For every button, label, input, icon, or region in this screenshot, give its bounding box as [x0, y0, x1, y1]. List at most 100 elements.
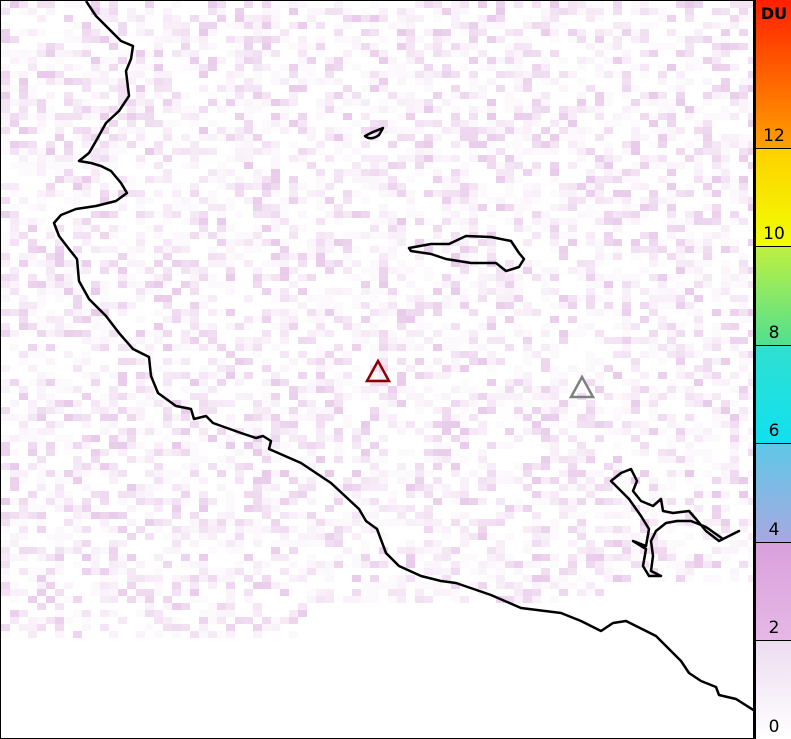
- so2-pixel: [397, 575, 406, 582]
- so2-pixel: [703, 239, 712, 246]
- so2-pixel: [559, 330, 568, 337]
- so2-pixel: [19, 85, 28, 92]
- so2-pixel: [208, 176, 217, 183]
- so2-pixel: [613, 246, 622, 253]
- so2-pixel: [451, 211, 460, 218]
- so2-pixel: [505, 120, 514, 127]
- so2-pixel: [82, 337, 91, 344]
- so2-pixel: [622, 316, 631, 323]
- so2-pixel: [190, 204, 199, 211]
- so2-pixel: [631, 29, 640, 36]
- so2-pixel: [658, 239, 667, 246]
- so2-pixel: [505, 169, 514, 176]
- so2-pixel: [730, 428, 739, 435]
- so2-pixel: [244, 617, 253, 624]
- so2-pixel: [622, 204, 631, 211]
- so2-pixel: [676, 239, 685, 246]
- so2-pixel: [559, 512, 568, 519]
- so2-pixel: [379, 302, 388, 309]
- so2-pixel: [676, 295, 685, 302]
- so2-pixel: [82, 554, 91, 561]
- so2-pixel: [595, 386, 604, 393]
- so2-pixel: [640, 505, 649, 512]
- so2-pixel: [451, 421, 460, 428]
- so2-pixel: [478, 561, 487, 568]
- so2-pixel: [721, 274, 730, 281]
- so2-pixel: [235, 526, 244, 533]
- so2-pixel: [109, 610, 118, 617]
- so2-pixel: [478, 533, 487, 540]
- so2-pixel: [352, 470, 361, 477]
- so2-pixel: [622, 302, 631, 309]
- so2-pixel: [253, 505, 262, 512]
- so2-pixel: [271, 477, 280, 484]
- so2-pixel: [685, 218, 694, 225]
- so2-pixel: [127, 176, 136, 183]
- so2-pixel: [568, 561, 577, 568]
- so2-pixel: [523, 400, 532, 407]
- so2-pixel: [424, 155, 433, 162]
- so2-pixel: [73, 106, 82, 113]
- so2-pixel: [208, 498, 217, 505]
- so2-pixel: [1, 568, 10, 575]
- so2-pixel: [253, 477, 262, 484]
- so2-pixel: [316, 477, 325, 484]
- so2-pixel: [694, 400, 703, 407]
- so2-pixel: [199, 400, 208, 407]
- so2-pixel: [235, 176, 244, 183]
- so2-pixel: [253, 631, 262, 638]
- so2-pixel: [64, 596, 73, 603]
- so2-pixel: [154, 582, 163, 589]
- so2-pixel: [514, 463, 523, 470]
- so2-pixel: [469, 113, 478, 120]
- so2-pixel: [289, 477, 298, 484]
- so2-pixel: [91, 211, 100, 218]
- so2-pixel: [154, 463, 163, 470]
- so2-pixel: [424, 141, 433, 148]
- so2-pixel: [244, 295, 253, 302]
- so2-pixel: [352, 15, 361, 22]
- so2-pixel: [658, 547, 667, 554]
- so2-pixel: [235, 617, 244, 624]
- so2-pixel: [10, 330, 19, 337]
- so2-pixel: [667, 449, 676, 456]
- so2-pixel: [37, 603, 46, 610]
- so2-pixel: [739, 295, 748, 302]
- so2-pixel: [712, 218, 721, 225]
- so2-pixel: [136, 15, 145, 22]
- so2-pixel: [658, 414, 667, 421]
- so2-pixel: [577, 274, 586, 281]
- so2-pixel: [73, 295, 82, 302]
- so2-pixel: [361, 176, 370, 183]
- so2-pixel: [181, 134, 190, 141]
- so2-pixel: [478, 134, 487, 141]
- so2-pixel: [64, 176, 73, 183]
- so2-pixel: [523, 78, 532, 85]
- so2-pixel: [73, 316, 82, 323]
- so2-pixel: [622, 211, 631, 218]
- so2-pixel: [172, 99, 181, 106]
- so2-pixel: [352, 596, 361, 603]
- so2-pixel: [172, 1, 181, 8]
- so2-pixel: [172, 232, 181, 239]
- so2-pixel: [730, 141, 739, 148]
- so2-pixel: [469, 582, 478, 589]
- so2-pixel: [154, 57, 163, 64]
- so2-pixel: [685, 113, 694, 120]
- so2-pixel: [163, 477, 172, 484]
- so2-pixel: [748, 43, 757, 50]
- so2-pixel: [604, 554, 613, 561]
- so2-pixel: [316, 36, 325, 43]
- so2-pixel: [568, 232, 577, 239]
- so2-pixel: [640, 204, 649, 211]
- so2-pixel: [136, 218, 145, 225]
- so2-pixel: [433, 344, 442, 351]
- so2-pixel: [685, 106, 694, 113]
- so2-pixel: [100, 512, 109, 519]
- so2-pixel: [352, 295, 361, 302]
- so2-pixel: [397, 267, 406, 274]
- so2-pixel: [640, 22, 649, 29]
- so2-pixel: [532, 148, 541, 155]
- so2-pixel: [118, 92, 127, 99]
- so2-pixel: [721, 519, 730, 526]
